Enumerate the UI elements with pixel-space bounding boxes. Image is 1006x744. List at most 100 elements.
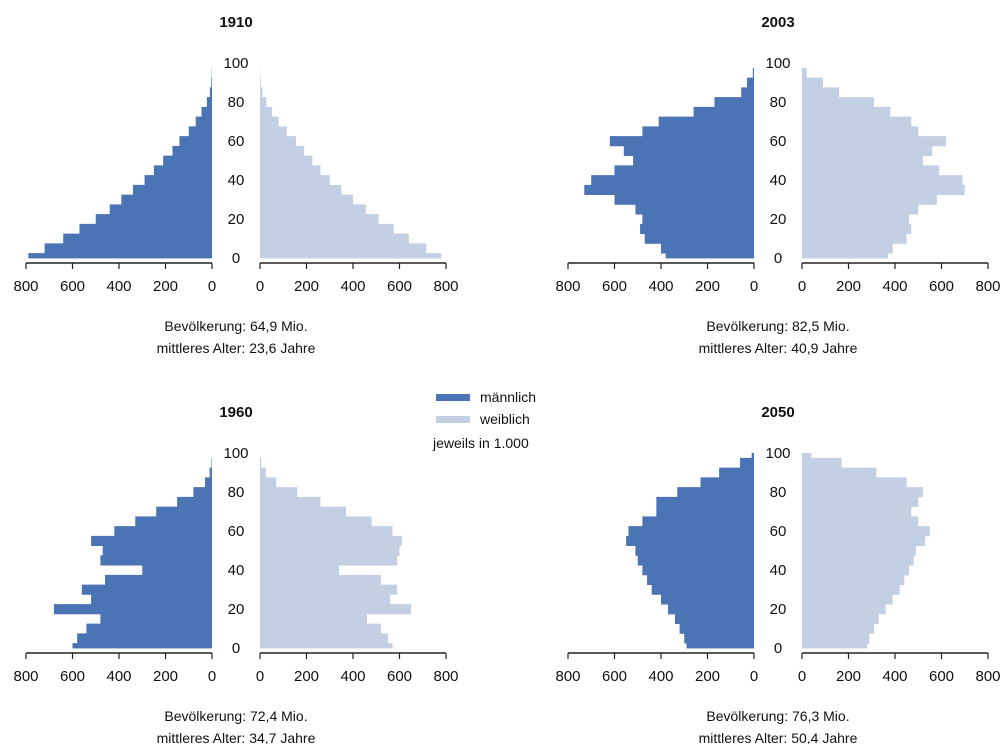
bar-female-age-85 xyxy=(260,87,263,98)
legend-note: jeweils in 1.000 xyxy=(432,435,529,451)
bar-female-age-5 xyxy=(260,633,388,644)
legend-swatch-male xyxy=(436,394,470,401)
bar-male-age-0 xyxy=(686,643,754,649)
age-tick-label: 100 xyxy=(765,55,790,72)
bar-female-age-25 xyxy=(260,594,391,605)
caption-median-age: mittleres Alter: 34,7 Jahre xyxy=(157,730,316,744)
caption-median-age: mittleres Alter: 40,9 Jahre xyxy=(699,340,858,356)
bar-female-age-30 xyxy=(802,194,937,205)
bar-female-age-65 xyxy=(260,126,287,137)
x-tick-label: 0 xyxy=(256,278,264,295)
bar-male-age-40 xyxy=(142,565,212,576)
bar-female-age-100 xyxy=(802,453,812,459)
bar-female-age-0 xyxy=(802,253,889,259)
bar-female-age-60 xyxy=(802,526,930,537)
chart-title: 1910 xyxy=(219,14,252,31)
bar-female-age-55 xyxy=(260,535,402,547)
x-tick-label: 0 xyxy=(256,668,264,685)
age-tick-label: 0 xyxy=(232,640,240,657)
bar-male-age-15 xyxy=(100,613,212,625)
age-tick-label: 20 xyxy=(228,211,245,228)
x-tick-label: 200 xyxy=(153,668,178,685)
bar-female-age-25 xyxy=(260,204,366,215)
bar-male-age-60 xyxy=(114,526,212,537)
bar-female-age-60 xyxy=(802,136,947,147)
bar-female-age-90 xyxy=(802,77,823,88)
bar-female-age-20 xyxy=(260,214,379,225)
bar-male-age-85 xyxy=(209,87,212,98)
bar-male-age-30 xyxy=(651,584,754,595)
x-tick-label: 600 xyxy=(929,668,954,685)
chart-title: 1960 xyxy=(219,404,252,421)
bar-male-age-55 xyxy=(91,535,212,547)
bar-male-age-75 xyxy=(693,106,754,118)
bar-female-age-90 xyxy=(260,467,266,478)
bar-female-age-65 xyxy=(802,126,919,137)
bar-male-age-20 xyxy=(53,604,213,615)
bar-male-age-60 xyxy=(609,136,754,147)
bar-male-age-20 xyxy=(667,604,754,615)
bar-female-age-20 xyxy=(802,214,909,225)
age-tick-label: 100 xyxy=(765,445,790,462)
bar-female-age-75 xyxy=(260,496,321,508)
bar-female-age-30 xyxy=(260,194,353,205)
age-tick-label: 40 xyxy=(770,172,787,189)
bar-female-age-35 xyxy=(260,574,381,586)
age-tick-label: 60 xyxy=(770,133,787,150)
bar-female-age-15 xyxy=(802,613,879,625)
bar-female-age-35 xyxy=(802,574,905,586)
chart-title: 2003 xyxy=(761,14,794,31)
bar-male-age-35 xyxy=(105,574,212,586)
bar-male-age-80 xyxy=(714,97,754,108)
bar-male-age-35 xyxy=(132,184,212,196)
bar-female-age-35 xyxy=(260,184,342,196)
bar-female-age-95 xyxy=(802,457,842,469)
x-tick-label: 600 xyxy=(60,668,85,685)
bar-female-age-75 xyxy=(802,106,891,118)
x-tick-label: 800 xyxy=(975,668,1000,685)
caption-population: Bevölkerung: 72,4 Mio. xyxy=(164,708,307,724)
bar-male-age-50 xyxy=(635,545,754,556)
bar-female-age-55 xyxy=(260,145,305,157)
bar-female-age-70 xyxy=(260,116,279,127)
bar-male-age-45 xyxy=(100,555,212,566)
bar-male-age-45 xyxy=(153,165,212,176)
bar-female-age-95 xyxy=(802,67,807,79)
bar-male-age-5 xyxy=(44,243,212,254)
bar-female-age-50 xyxy=(260,155,313,166)
x-tick-label: 0 xyxy=(750,668,758,685)
bar-female-age-25 xyxy=(802,594,893,605)
bar-female-age-75 xyxy=(260,106,273,118)
bar-male-age-10 xyxy=(63,233,213,244)
bar-female-age-65 xyxy=(802,516,919,527)
bar-male-age-80 xyxy=(677,487,754,498)
x-tick-label: 0 xyxy=(208,278,216,295)
bar-female-age-80 xyxy=(260,487,298,498)
bar-female-age-30 xyxy=(802,584,900,595)
bar-female-age-50 xyxy=(260,545,400,556)
bar-female-age-20 xyxy=(802,604,886,615)
bar-female-age-80 xyxy=(802,487,923,498)
x-tick-label: 200 xyxy=(153,278,178,295)
bar-female-age-10 xyxy=(802,233,907,244)
bar-male-age-40 xyxy=(144,175,212,186)
age-tick-label: 80 xyxy=(228,94,245,111)
bar-male-age-95 xyxy=(740,457,754,469)
age-tick-label: 100 xyxy=(223,445,248,462)
bar-female-age-40 xyxy=(802,175,963,186)
x-tick-label: 800 xyxy=(433,668,458,685)
caption-population: Bevölkerung: 64,9 Mio. xyxy=(164,318,307,334)
bar-female-age-15 xyxy=(802,223,912,235)
caption-population: Bevölkerung: 76,3 Mio. xyxy=(706,708,849,724)
x-tick-label: 200 xyxy=(836,668,861,685)
bar-male-age-5 xyxy=(77,633,213,644)
bar-male-age-55 xyxy=(626,535,754,547)
age-tick-label: 0 xyxy=(232,250,240,267)
bar-male-age-5 xyxy=(684,633,754,644)
bar-male-age-5 xyxy=(661,243,754,254)
bar-female-age-70 xyxy=(260,506,347,517)
bar-female-age-80 xyxy=(802,97,875,108)
